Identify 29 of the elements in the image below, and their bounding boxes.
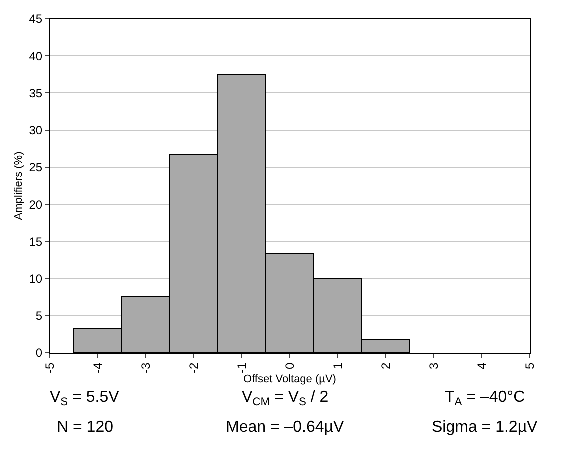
x-tick-label: -4 [90,362,105,374]
x-tick-label: -1 [234,362,249,374]
y-tick-label: 25 [29,160,43,175]
y-tick-label: 10 [29,272,43,286]
y-tick-label: 30 [29,124,43,138]
y-tick-label: 20 [29,198,43,212]
text: T$_{A}$ = –40°C [445,389,526,408]
x-tick-label: 5 [522,362,537,370]
y-tick-label: 40 [29,49,43,64]
x-tick-label: 4 [474,362,489,370]
y-tick-label: 5 [36,309,43,324]
x-tick-label: -5 [42,362,57,374]
x-tick-label: 2 [378,362,393,370]
x-tick-label: -2 [186,362,201,374]
text: Mean = –0.64µV [226,419,345,436]
x-tick-label: 3 [426,362,441,370]
x-tick-label: 0 [282,362,297,370]
y-tick-label: 35 [29,86,43,100]
y-tick-label: 0 [36,346,43,360]
y-axis-title: Amplifiers (%) [12,152,25,220]
text: V$_{S}$ = 5.5V [50,389,120,408]
text: V$_{CM}$ = V$_{S}$ / 2 [242,389,329,408]
y-tick-label: 45 [29,12,43,26]
x-axis-title: Offset Voltage (µV) [244,374,336,386]
text: Sigma = 1.2µV [432,419,538,436]
text: N = 120 [57,419,114,436]
y-tick-label: 15 [29,234,43,249]
x-tick-label: -3 [138,362,153,374]
x-tick-label: 1 [330,362,345,370]
